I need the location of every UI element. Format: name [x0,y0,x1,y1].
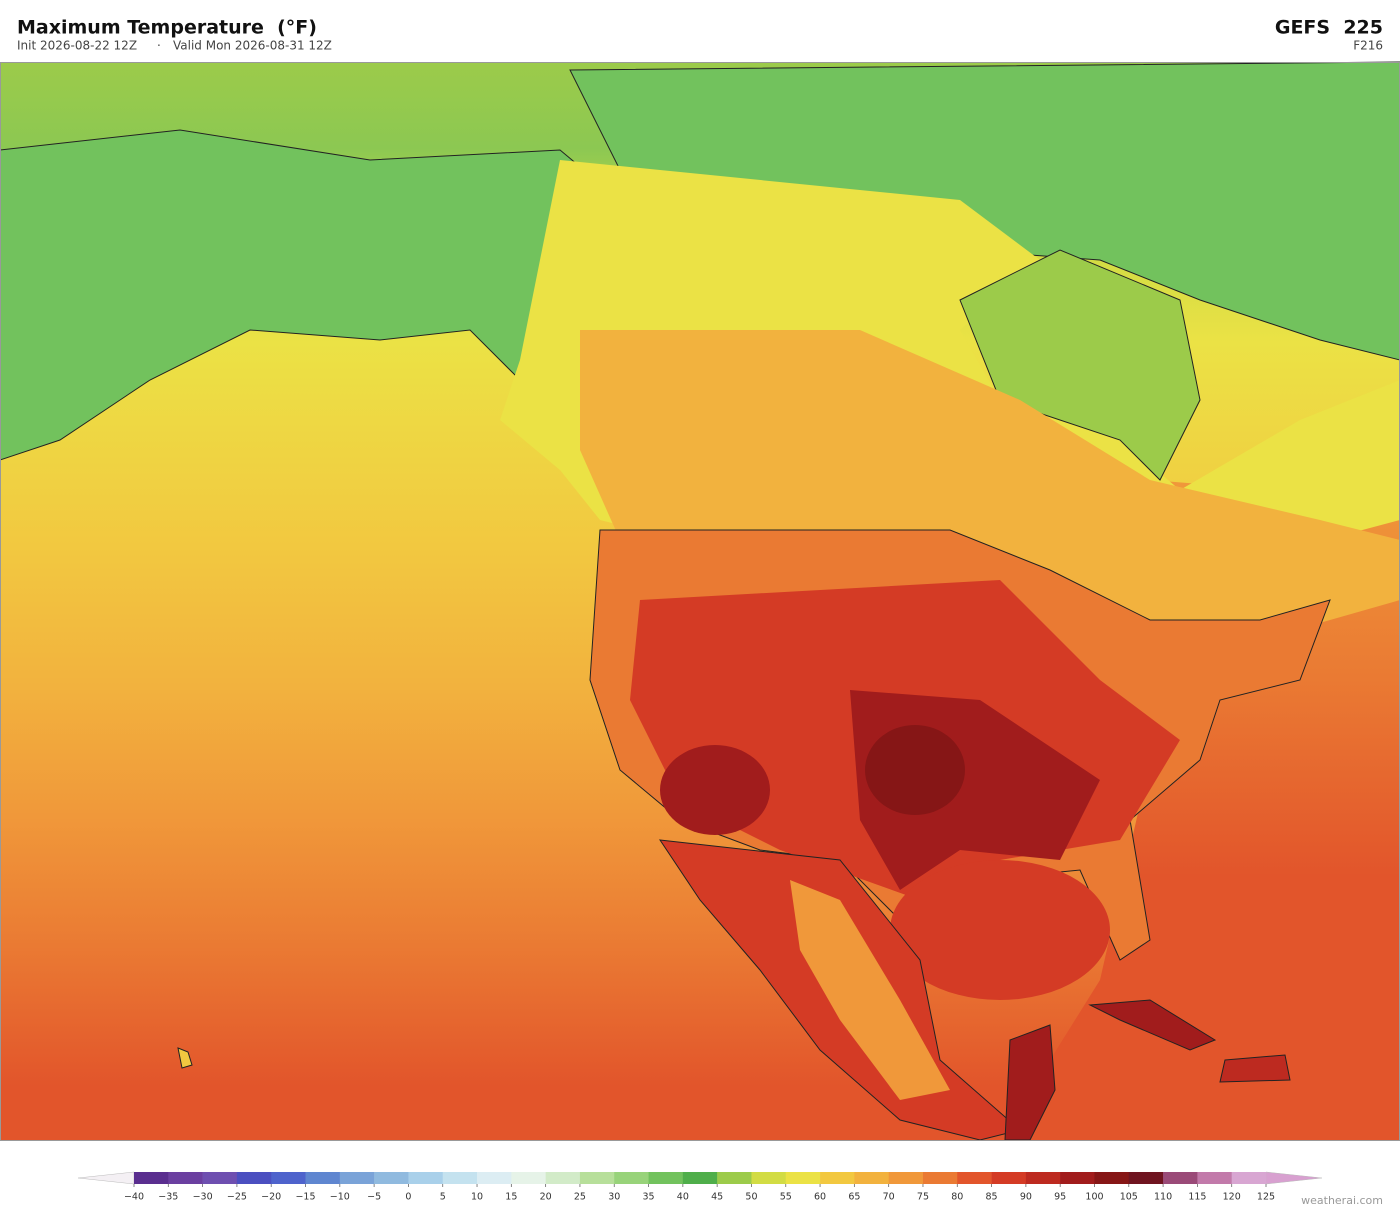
colorbar-cell [991,1172,1027,1184]
colorbar-tick-label: −25 [227,1192,247,1203]
colorbar-tick-label: 115 [1188,1192,1206,1203]
colorbar-tick-label: 40 [677,1192,689,1203]
colorbar-tick-label: −35 [158,1192,178,1203]
colorbar-cell [168,1172,203,1184]
colorbar-cell [888,1172,924,1184]
colorbar-cell [408,1172,444,1184]
colorbar-tick-label: 50 [745,1192,757,1203]
colorbar-cell [1197,1172,1232,1184]
separator: · [157,39,161,53]
forecast-hour: F216 [1353,39,1383,53]
title: Maximum Temperature (°F) [17,17,317,39]
colorbar-cell [271,1172,306,1184]
colorbar-cell [202,1172,238,1184]
colorbar-cell [922,1172,958,1184]
colorbar-tick-label: −5 [367,1192,381,1203]
colorbar-tick-label: 15 [505,1192,517,1203]
colorbar-tick-label: −20 [261,1192,281,1203]
colorbar-tick-label: −15 [295,1192,315,1203]
colorbar-cell [820,1172,855,1184]
colorbar-tick-label: 95 [1054,1192,1066,1203]
colorbar-tick-label: 80 [951,1192,963,1203]
colorbar-cell [957,1172,992,1184]
colorbar-tick-label: 125 [1257,1192,1275,1203]
colorbar-cell [511,1172,546,1184]
colorbar-tick-label: 5 [440,1192,446,1203]
colorbar: −40 −35 −30 −25 −20 −15 −10 −5 0 5 10 15 20 25 30 35 40 4… [77,1171,1323,1203]
hispaniola [1219,1054,1291,1083]
valid-time: Valid Mon 2026-08-31 12Z [173,39,332,53]
colorbar-cell [134,1172,169,1184]
colorbar-tick-label: 35 [642,1192,654,1203]
alaska [0,129,621,461]
colorbar-tick-label: 85 [986,1192,998,1203]
colorbar-tick-label: 30 [608,1192,620,1203]
colorbar-over [1265,1171,1323,1185]
colorbar-tick-label: 105 [1120,1192,1138,1203]
desert-hot-core [660,745,770,835]
init-time: Init 2026-08-22 12Z [17,39,137,53]
colorbar-cell [545,1172,581,1184]
colorbar-tick-label: 45 [711,1192,723,1203]
colorbar-cell [1163,1172,1198,1184]
colorbar-cell [785,1172,821,1184]
colorbar-cell [1094,1172,1130,1184]
colorbar-tick-label: 65 [848,1192,860,1203]
colorbar-tick-label: 25 [574,1192,586,1203]
colorbar-tick-label: 90 [1020,1192,1032,1203]
colorbar-cell [648,1172,684,1184]
plains-peak [865,725,965,815]
colorbar-tick-label: 10 [471,1192,483,1203]
colorbar-cell [579,1172,615,1184]
colorbar-tick-label: 55 [780,1192,792,1203]
colorbar-cell [717,1172,752,1184]
gulf-of-mexico [890,860,1110,1000]
colorbar-cell [442,1172,478,1184]
colorbar-tick-label: 60 [814,1192,826,1203]
colorbar-cell [682,1172,718,1184]
colorbar-tick-label: −40 [124,1192,144,1203]
colorbar-cell [614,1172,649,1184]
mexican-plateau [790,880,950,1100]
colorbar-under [77,1171,135,1185]
colorbar-cell [854,1172,889,1184]
colorbar-cell [477,1172,512,1184]
colorbar-cell [305,1172,341,1184]
map [0,61,1400,1141]
colorbar-tick-label: 100 [1085,1192,1103,1203]
colorbar-cell [1128,1172,1164,1184]
colorbar-tick-label: 0 [405,1192,411,1203]
colorbar-tick-label: 120 [1223,1192,1241,1203]
cuba [1088,999,1217,1051]
colorbar-cell [1025,1172,1061,1184]
colorbar-cell [339,1172,375,1184]
colorbar-tick-label: 110 [1154,1192,1172,1203]
colorbar-cell [236,1172,272,1184]
colorbar-cell [751,1172,787,1184]
colorbar-tick-label: 70 [883,1192,895,1203]
credit: weatherai.com [1301,1194,1383,1207]
southern-canada [580,330,1400,640]
colorbar-cell [1231,1172,1267,1184]
colorbar-tick-label: −30 [193,1192,213,1203]
model-name: GEFS 225 [1275,17,1383,39]
yucatan [1004,1024,1056,1141]
colorbar-cell [374,1172,409,1184]
colorbar-tick-label: −10 [330,1192,350,1203]
colorbar-tick-label: 75 [917,1192,929,1203]
hawaii [177,1047,193,1069]
colorbar-tick-label: 20 [540,1192,552,1203]
colorbar-cell [1060,1172,1095,1184]
